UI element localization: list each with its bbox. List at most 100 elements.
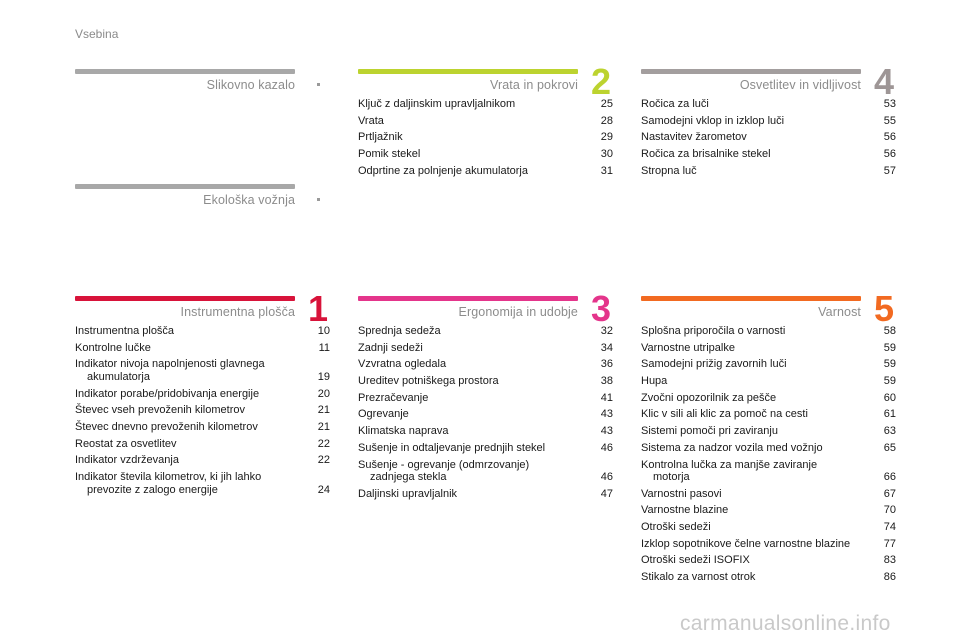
toc-entry-page: 22: [317, 437, 330, 450]
toc-entry[interactable]: Ureditev potniškega prostora 38: [358, 375, 613, 388]
toc-entry[interactable]: Ogrevanje 43: [358, 408, 613, 421]
bullet-marker: [317, 83, 320, 86]
toc-entry-text: Nastavitev žarometov: [641, 131, 747, 144]
toc-entry-label: Indikator porabe/pridobivanja energije: [75, 388, 302, 401]
toc-entry-text: Prezračevanje: [358, 391, 429, 404]
toc-entry[interactable]: Stikalo za varnost otrok 86: [641, 571, 896, 584]
toc-entry[interactable]: Indikator porabe/pridobivanja energije 20: [75, 388, 330, 401]
toc-entry[interactable]: Reostat za osvetlitev 22: [75, 438, 330, 451]
toc-entry-page: 11: [318, 341, 330, 354]
toc-entry-page: 20: [317, 387, 330, 400]
toc-entry[interactable]: Prtljažnik 29: [358, 131, 613, 144]
toc-entry[interactable]: Ročica za luči 53: [641, 98, 896, 111]
toc-entry[interactable]: Izklop sopotnikove čelne varnostne blazi…: [641, 538, 896, 551]
toc-entry[interactable]: Indikator vzdrževanja 22: [75, 454, 330, 467]
toc-entry[interactable]: Varnostni pasovi 67: [641, 488, 896, 501]
toc-entry-label: Splošna priporočila o varnosti: [641, 325, 868, 338]
toc-entry[interactable]: Sprednja sedeža 32: [358, 325, 613, 338]
toc-entry[interactable]: Števec vseh prevoženih kilometrov 21: [75, 404, 330, 417]
toc-entry[interactable]: Zadnji sedeži 34: [358, 342, 613, 355]
toc-entry[interactable]: Ključ z daljinskim upravljalnikom 25: [358, 98, 613, 111]
toc-entry[interactable]: Ročica za brisalnike stekel 56: [641, 148, 896, 161]
toc-entry[interactable]: Pomik stekel 30: [358, 148, 613, 161]
toc-entry-label: Prtljažnik: [358, 131, 585, 144]
toc-entry-text: Samodejni prižig zavornih luči: [641, 358, 787, 371]
toc-entry-label: Daljinski upravljalnik: [358, 488, 585, 501]
toc-entry[interactable]: Daljinski upravljalnik 47: [358, 488, 613, 501]
toc-entry[interactable]: Varnostne utripalke 59: [641, 342, 896, 355]
toc-entry-page: 30: [600, 148, 613, 161]
toc-entry[interactable]: Indikator nivoja napolnjenosti glavnega a…: [75, 358, 330, 383]
toc-entry[interactable]: Sistemi pomoči pri zaviranju 63: [641, 425, 896, 438]
toc-entry[interactable]: Vzvratna ogledala 36: [358, 358, 613, 371]
toc-entry-label: Otroški sedeži: [641, 521, 868, 534]
toc-entry[interactable]: Vrata 28: [358, 115, 613, 128]
toc-entry-page: 61: [883, 408, 896, 421]
toc-entry[interactable]: Sistema za nadzor vozila med vožnjo 65: [641, 442, 896, 455]
toc-entry[interactable]: Kontrolna lučka za manjše zaviranje motor…: [641, 459, 896, 484]
toc-entry[interactable]: Sušenje - ogrevanje (odmrzovanje) zadnjeg…: [358, 459, 613, 484]
toc-entry[interactable]: Zvočni opozorilnik za pešče 60: [641, 392, 896, 405]
toc-entry-label: Nastavitev žarometov: [641, 131, 868, 144]
toc-entry[interactable]: Indikator števila kilometrov, ki jih lah…: [75, 471, 330, 496]
toc-entry[interactable]: Prezračevanje 41: [358, 392, 613, 405]
toc-entry-label: Instrumentna plošča: [75, 325, 302, 338]
toc-entry-page: 65: [883, 441, 896, 454]
toc-entry[interactable]: Varnostne blazine 70: [641, 504, 896, 517]
toc-entry-label: Reostat za osvetlitev: [75, 438, 302, 451]
toc-entry[interactable]: Števec dnevno prevoženih kilometrov 21: [75, 421, 330, 434]
section-number: 1: [307, 288, 328, 329]
toc-entry-page: 41: [600, 391, 613, 404]
toc-entry-text: Kontrolne lučke: [75, 341, 151, 354]
toc-entry-page: 55: [883, 114, 896, 127]
toc-entry-text-continued: motorja: [653, 471, 690, 483]
toc-entry[interactable]: Sušenje in odtaljevanje prednjih stekel 4…: [358, 442, 613, 455]
toc-list: Sprednja sedeža 32 Zadnji sedeži 34 Vzvratna…: [358, 325, 613, 504]
toc-entry[interactable]: Odprtine za polnjenje akumulatorja 31: [358, 165, 613, 178]
toc-entry-page: 83: [883, 554, 896, 567]
toc-entry[interactable]: Instrumentna plošča 10: [75, 325, 330, 338]
toc-entry-text: Števec vseh prevoženih kilometrov: [75, 404, 245, 417]
watermark: carmanualsonline.info: [680, 612, 891, 635]
toc-entry[interactable]: Klic v sili ali klic za pomoč na cesti 61: [641, 408, 896, 421]
section-bar: [358, 69, 578, 74]
toc-entry-page: 36: [600, 358, 613, 371]
toc-entry[interactable]: Stropna luč 57: [641, 165, 896, 178]
toc-entry-label: Kontrolne lučke: [75, 342, 302, 355]
toc-entry-label: Varnostne utripalke: [641, 342, 868, 355]
toc-entry-label: Ključ z daljinskim upravljalnikom: [358, 98, 585, 111]
toc-entry[interactable]: Klimatska naprava 43: [358, 425, 613, 438]
toc-entry-text: Stropna luč: [641, 164, 697, 177]
toc-entry[interactable]: Otroški sedeži ISOFIX 83: [641, 554, 896, 567]
toc-entry-text: Indikator nivoja napolnjenosti glavnega: [75, 358, 265, 371]
toc-entry-page: 46: [600, 471, 613, 483]
toc-entry[interactable]: Splošna priporočila o varnosti 58: [641, 325, 896, 338]
toc-entry-label: Ročica za luči: [641, 98, 868, 111]
toc-entry[interactable]: Samodejni vklop in izklop luči 55: [641, 115, 896, 128]
section-title: Ergonomija in udobje: [458, 305, 578, 319]
toc-entry-label: Ročica za brisalnike stekel: [641, 148, 868, 161]
toc-entry-label: Sušenje - ogrevanje (odmrzovanje) zadnjeg…: [358, 459, 585, 484]
toc-list: Splošna priporočila o varnosti 58 Varnostn…: [641, 325, 896, 588]
toc-entry-text: Varnostne utripalke: [641, 341, 735, 354]
toc-entry-page: 29: [600, 131, 613, 144]
toc-entry-text: Sistemi pomoči pri zaviranju: [641, 425, 778, 438]
toc-entry[interactable]: Hupa 59: [641, 375, 896, 388]
toc-entry-text-continued: akumulatorja: [87, 370, 150, 383]
toc-entry[interactable]: Samodejni prižig zavornih luči 59: [641, 358, 896, 371]
toc-entry-text: Klic v sili ali klic za pomoč na cesti: [641, 408, 808, 421]
toc-entry-text: Varnostni pasovi: [641, 487, 722, 500]
toc-entry-label: Stikalo za varnost otrok: [641, 571, 868, 584]
toc-entry-label: Kontrolna lučka za manjše zaviranje motor…: [641, 459, 868, 484]
toc-entry-text: Vrata: [358, 114, 384, 127]
toc-entry[interactable]: Nastavitev žarometov 56: [641, 131, 896, 144]
section-bar: [641, 69, 861, 74]
toc-entry-label: Samodejni prižig zavornih luči: [641, 358, 868, 371]
toc-entry-text: Samodejni vklop in izklop luči: [641, 114, 785, 127]
toc-entry[interactable]: Kontrolne lučke 11: [75, 342, 330, 355]
toc-entry-label: Indikator števila kilometrov, ki jih lah…: [75, 471, 302, 496]
toc-entry-text: Ogrevanje: [358, 408, 409, 421]
toc-entry-page: 25: [600, 98, 613, 110]
toc-entry-label: Zvočni opozorilnik za pešče: [641, 392, 868, 405]
toc-entry[interactable]: Otroški sedeži 74: [641, 521, 896, 534]
